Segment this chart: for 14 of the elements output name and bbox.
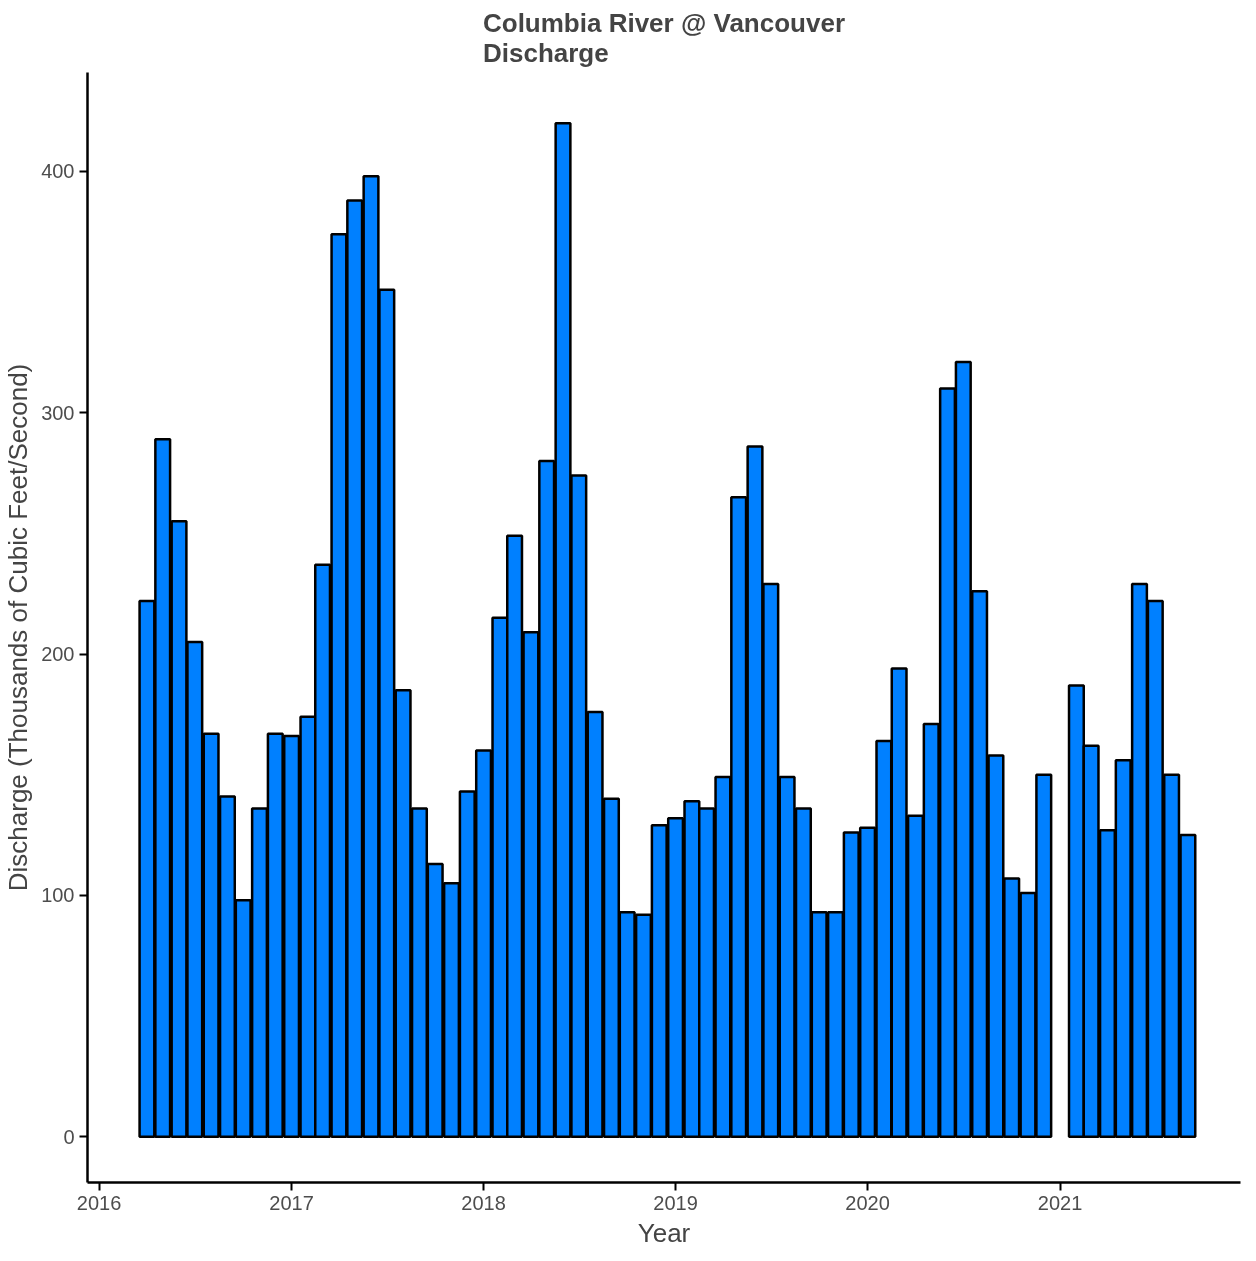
x-axis-title: Year [637, 1217, 691, 1248]
chart-title: Columbia River @ Vancouver Discharge [482, 7, 846, 68]
y-tick-label: 400 [41, 160, 75, 183]
y-tick-label: 200 [41, 643, 75, 666]
x-tick-label: 2020 [845, 1191, 890, 1214]
x-tick-label: 2017 [269, 1191, 314, 1214]
y-tick-label: 100 [41, 884, 75, 907]
x-tick-label: 2016 [76, 1191, 122, 1214]
y-tick-label: 300 [41, 401, 75, 424]
x-tick-label: 2019 [653, 1191, 698, 1214]
y-tick-label: 0 [63, 1125, 75, 1148]
x-tick-label: 2018 [461, 1191, 506, 1214]
y-axis-title: Discharge (Thousands of Cubic Feet/Second) [3, 363, 34, 892]
x-tick-label: 2021 [1037, 1191, 1083, 1214]
